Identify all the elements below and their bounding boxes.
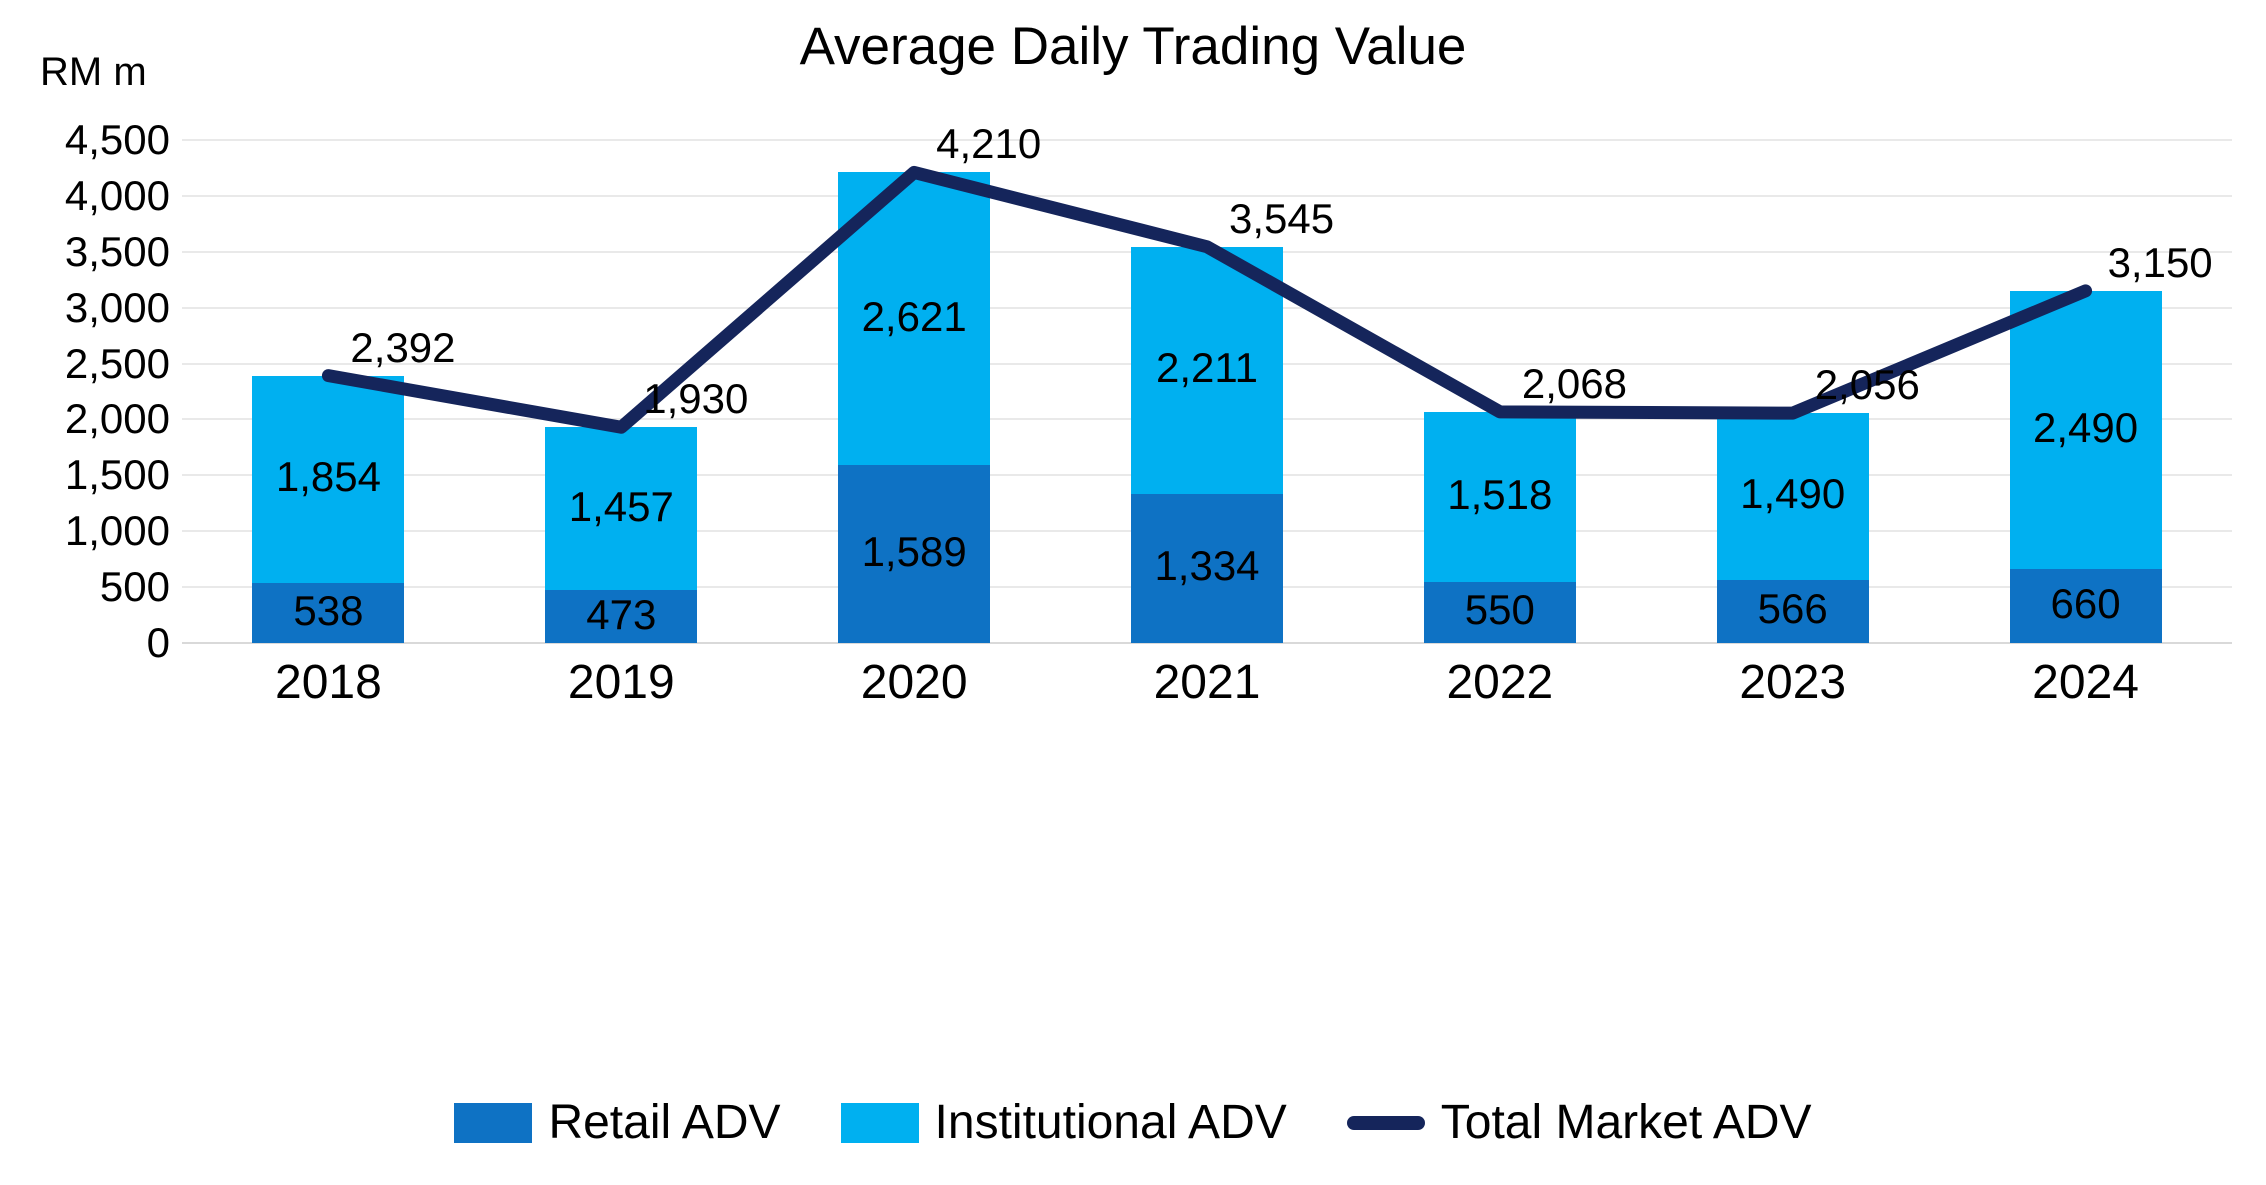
bar-segment-institutional[interactable]: [1423, 411, 1576, 582]
y-axis-tick-label: 1,500: [64, 451, 170, 499]
bar-segment-institutional[interactable]: [545, 427, 698, 591]
x-axis-tick-label: 2020: [860, 656, 968, 709]
y-axis-unit-label: RM m: [40, 50, 147, 94]
bar-segment-institutional[interactable]: [252, 375, 405, 583]
x-axis-tick-label: 2023: [1739, 656, 1847, 709]
gridline: [182, 194, 2232, 197]
y-axis-tick-label: 2,000: [64, 395, 170, 443]
bar-segment-retail[interactable]: [2009, 569, 2162, 643]
legend-color-swatch: [840, 1102, 919, 1143]
x-axis-tick-label: 2018: [275, 656, 382, 709]
bar-segment-institutional[interactable]: [1716, 413, 1869, 580]
chart-legend: Retail ADV Institutional ADV Total Market …: [0, 1095, 2266, 1150]
bar-segment-retail[interactable]: [545, 590, 698, 643]
x-axis-tick-label: 2022: [1446, 656, 1554, 709]
gridline: [182, 642, 2232, 644]
legend-item[interactable]: Retail ADV: [454, 1095, 781, 1150]
y-axis-tick-label: 3,500: [64, 227, 170, 275]
y-axis-tick-label: 3,000: [64, 283, 170, 331]
legend-label: Institutional ADV: [934, 1096, 1287, 1149]
bar-segment-institutional[interactable]: [1131, 246, 1283, 494]
x-axis-tick-label: 2024: [2032, 656, 2139, 709]
legend-color-swatch: [454, 1102, 533, 1143]
bar-segment-retail[interactable]: [838, 465, 991, 643]
legend-item[interactable]: Institutional ADV: [840, 1095, 1287, 1150]
legend-item[interactable]: Total Market ADV: [1346, 1095, 1812, 1150]
chart-title: Average Daily Trading Value: [799, 17, 1467, 76]
bar-segment-institutional[interactable]: [2009, 290, 2162, 570]
plot-area: 538 1,854 473 1,457 1,589 2,621 1,334 2,211 550 1…: [182, 120, 2232, 644]
total-market-line: [321, 165, 2093, 434]
total-market-line-series: [321, 165, 2093, 434]
bar-segment-retail[interactable]: [1716, 579, 1869, 643]
bar-segment-retail[interactable]: [252, 582, 405, 643]
x-axis-tick-label: 2019: [567, 656, 675, 709]
legend-label: Total Market ADV: [1440, 1096, 1812, 1149]
y-axis-tick-label: 4,000: [64, 171, 170, 219]
y-axis-tick-label: 500: [99, 563, 170, 611]
y-axis-tick-label: 0: [146, 619, 170, 666]
legend-line-marker: [1346, 1115, 1425, 1130]
y-axis-tick-label: 1,000: [64, 507, 170, 555]
y-axis-tick-label: 4,500: [64, 116, 170, 163]
bar-group[interactable]: 660 2,490: [2009, 140, 2162, 643]
legend-label: Retail ADV: [548, 1096, 781, 1149]
x-axis-tick-label: 2021: [1153, 656, 1261, 709]
y-axis-tick-label: 2,500: [64, 339, 170, 387]
bar-segment-retail[interactable]: [1423, 581, 1576, 643]
gridline: [182, 139, 2232, 141]
bar-segment-retail[interactable]: [1131, 493, 1283, 643]
